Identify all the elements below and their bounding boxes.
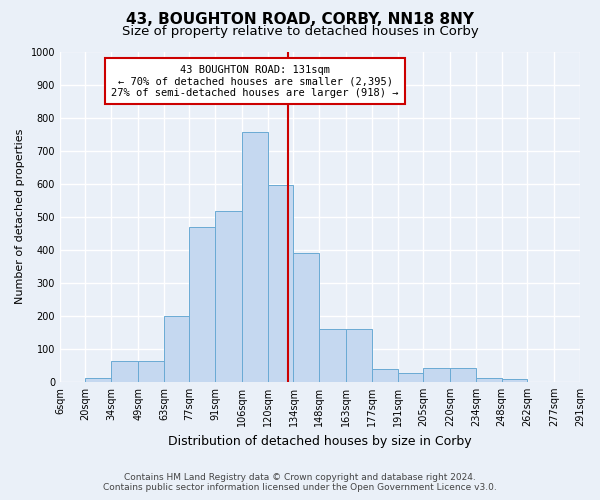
Bar: [346, 329, 372, 382]
Bar: [190, 226, 215, 382]
Bar: [451, 368, 476, 382]
Bar: [85, 378, 111, 382]
Bar: [242, 132, 268, 382]
Text: Contains HM Land Registry data © Crown copyright and database right 2024.
Contai: Contains HM Land Registry data © Crown c…: [103, 473, 497, 492]
Bar: [319, 329, 346, 382]
Text: 43 BOUGHTON ROAD: 131sqm
← 70% of detached houses are smaller (2,395)
27% of sem: 43 BOUGHTON ROAD: 131sqm ← 70% of detach…: [112, 64, 399, 98]
Bar: [423, 368, 451, 382]
Bar: [268, 184, 293, 382]
Bar: [293, 253, 319, 382]
Bar: [502, 380, 527, 382]
Bar: [372, 368, 398, 382]
Bar: [164, 316, 190, 382]
Text: 43, BOUGHTON ROAD, CORBY, NN18 8NY: 43, BOUGHTON ROAD, CORBY, NN18 8NY: [126, 12, 474, 28]
Bar: [111, 361, 139, 382]
Text: Size of property relative to detached houses in Corby: Size of property relative to detached ho…: [122, 25, 478, 38]
Y-axis label: Number of detached properties: Number of detached properties: [15, 129, 25, 304]
Bar: [139, 361, 164, 382]
Bar: [476, 378, 502, 382]
X-axis label: Distribution of detached houses by size in Corby: Distribution of detached houses by size …: [168, 434, 472, 448]
Bar: [215, 210, 242, 382]
Bar: [398, 373, 423, 382]
